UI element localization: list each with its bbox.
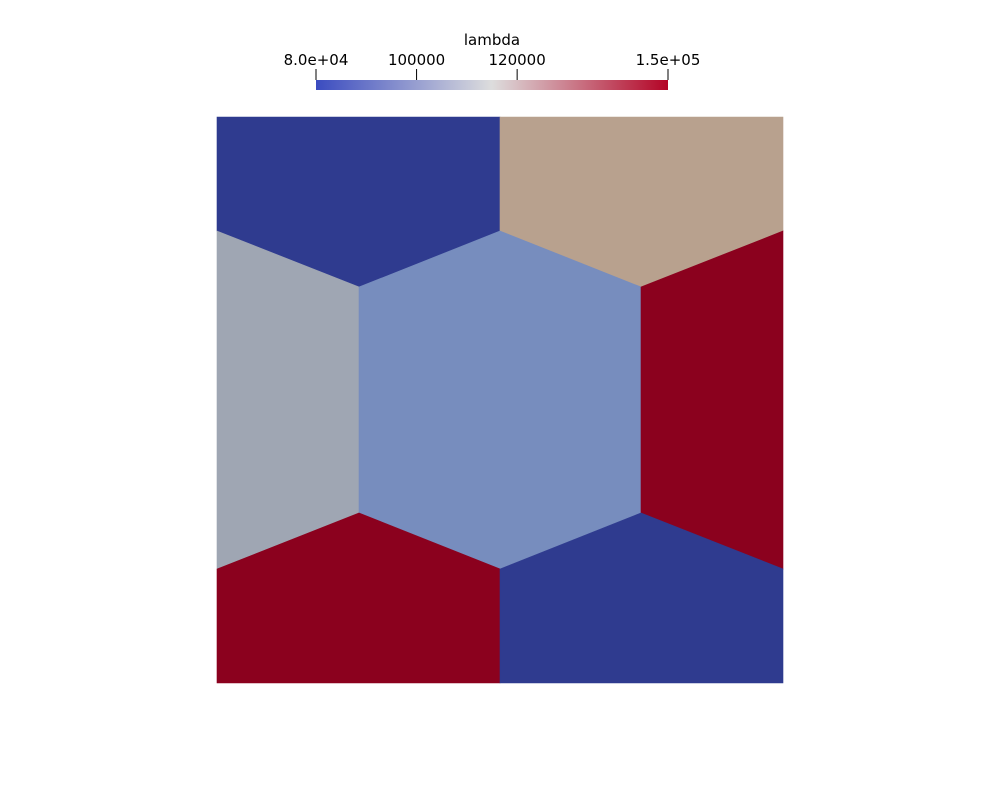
legend-tick-label: 120000 xyxy=(489,51,546,69)
legend-gradient-bar xyxy=(316,80,668,90)
cell-right xyxy=(640,230,784,570)
cell-bottom-right xyxy=(499,512,784,684)
cell-left xyxy=(216,230,360,570)
hex-mesh xyxy=(216,116,784,684)
color-legend: lambda 8.0e+04 100000 120000 1.5e+05 xyxy=(284,31,701,90)
legend-ticks: 8.0e+04 100000 120000 1.5e+05 xyxy=(284,51,701,80)
legend-tick-label: 1.5e+05 xyxy=(636,51,701,69)
legend-title: lambda xyxy=(464,31,520,49)
legend-tick-label: 8.0e+04 xyxy=(284,51,349,69)
legend-tick-label: 100000 xyxy=(388,51,445,69)
cell-center xyxy=(358,230,642,570)
